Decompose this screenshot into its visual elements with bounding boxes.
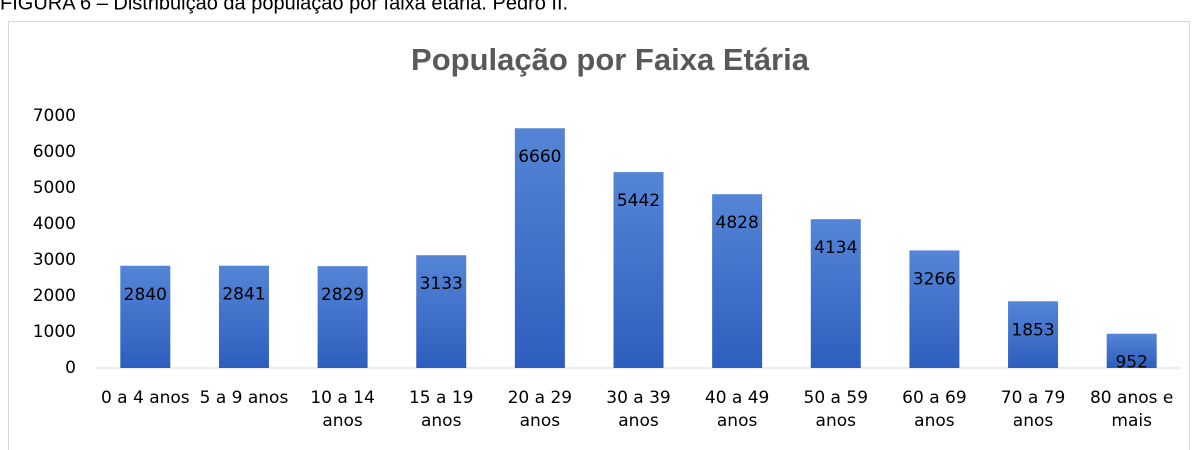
y-tick-label: 0 xyxy=(65,358,76,378)
y-tick-label: 2000 xyxy=(33,286,76,306)
y-tick-label: 4000 xyxy=(33,214,76,234)
caption: FIGURA 6 – Distribuição da população por… xyxy=(0,0,568,14)
y-tick-label: 5000 xyxy=(33,178,76,198)
data-label: 3133 xyxy=(420,274,463,294)
y-tick-label: 3000 xyxy=(33,250,76,270)
bar xyxy=(909,250,960,368)
y-tick-label: 1000 xyxy=(33,322,76,342)
bar xyxy=(317,266,368,368)
bar xyxy=(613,172,664,368)
x-tick-label: 30 a 39 anos xyxy=(606,388,671,431)
data-label: 4828 xyxy=(716,213,759,233)
x-tick-label: 10 a 14 anos xyxy=(310,388,375,431)
x-tick-label: 0 a 4 anos xyxy=(100,388,190,408)
data-label: 5442 xyxy=(617,191,660,211)
data-label: 3266 xyxy=(913,269,956,289)
bar xyxy=(810,219,861,368)
bar xyxy=(712,194,763,368)
bar xyxy=(416,255,467,368)
bar xyxy=(218,265,269,368)
data-label: 1853 xyxy=(1011,320,1054,340)
data-label: 2840 xyxy=(124,285,167,305)
x-tick-label: 5 a 9 anos xyxy=(199,388,289,408)
bar xyxy=(1106,333,1157,368)
x-tick-label: 15 a 19 anos xyxy=(408,388,474,431)
chart-title: População por Faixa Etária xyxy=(411,42,810,77)
chart-border xyxy=(8,21,1190,450)
x-tick-label: 80 anos e mais xyxy=(1089,388,1174,431)
x-tick-label: 60 a 69 anos xyxy=(902,388,967,431)
data-label: 6660 xyxy=(518,147,561,167)
y-tick-label: 6000 xyxy=(33,142,76,162)
x-tick-label: 40 a 49 anos xyxy=(704,388,770,431)
bar xyxy=(120,265,171,368)
data-label: 952 xyxy=(1115,353,1147,373)
x-tick-label: 20 a 29 anos xyxy=(507,388,573,431)
y-tick-label: 7000 xyxy=(33,106,76,126)
bar xyxy=(514,128,565,368)
x-tick-label: 70 a 79 anos xyxy=(1000,388,1066,431)
x-tick-label: 50 a 59 anos xyxy=(803,388,869,431)
data-label: 4134 xyxy=(814,238,857,258)
data-label: 2841 xyxy=(222,285,265,305)
data-label: 2829 xyxy=(321,285,364,305)
bar xyxy=(1008,301,1059,368)
